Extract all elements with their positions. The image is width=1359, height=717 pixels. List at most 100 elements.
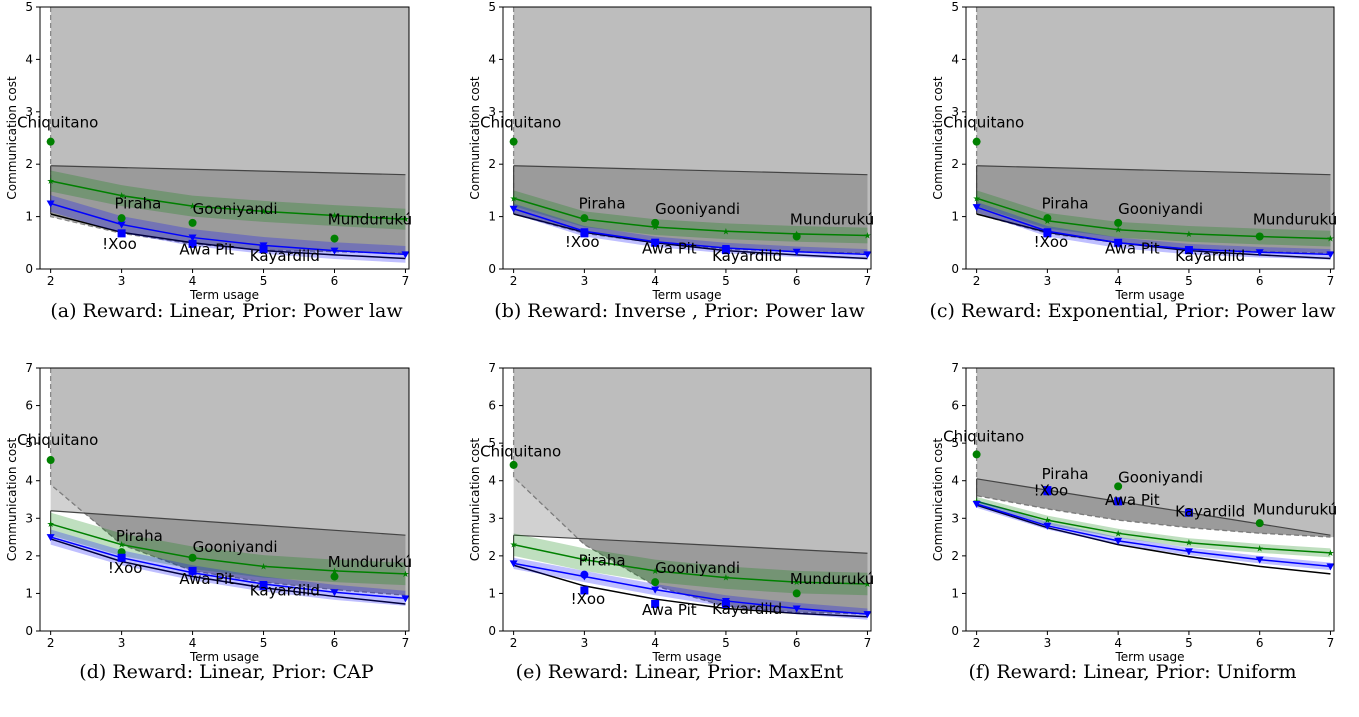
language-label: Piraha (579, 195, 626, 213)
series-blue-point (401, 595, 409, 603)
series-blue-point (863, 611, 871, 619)
caption-c: (c) Reward: Exponential, Prior: Power la… (929, 300, 1336, 322)
language-label: Piraha (116, 527, 163, 545)
upper-frontier-line (50, 510, 406, 536)
caption-b: (b) Reward: Inverse , Prior: Power law (494, 300, 865, 322)
series-blue-point (509, 205, 518, 213)
language-label: Gooniyandi (193, 200, 278, 218)
language-label: Mundurukú (790, 570, 874, 588)
optimal-frontier-line (50, 213, 406, 260)
x-axis-label: Term usage (1114, 650, 1184, 664)
series-green-band (976, 190, 1331, 247)
series-green-point: ★ (651, 223, 659, 233)
y-tick-label: 4 (488, 474, 496, 488)
series-blue-point (1255, 556, 1264, 564)
y-axis-label: Communication cost (5, 438, 19, 562)
series-blue-line (50, 202, 406, 256)
y-tick-label: 1 (25, 586, 33, 600)
series-green-point: ★ (47, 520, 55, 530)
language-label: !Xoo (565, 233, 600, 251)
y-tick-label: 5 (488, 0, 496, 14)
language-label: Gooniyandi (655, 200, 740, 218)
language-point (651, 599, 660, 608)
series-green-point: ★ (330, 212, 338, 222)
feasible-region (50, 7, 409, 254)
language-label: Mundurukú (328, 553, 412, 571)
language-point (509, 137, 518, 146)
x-tick-label: 2 (973, 274, 981, 288)
series-green-point: ★ (259, 207, 267, 217)
y-tick-label: 0 (488, 624, 496, 638)
chart-panel-c: ★★★★★★ChiquitanoPiraha!XooGooniyandiAwa … (931, 0, 1337, 302)
plot-area: ★★★★★★ (47, 368, 409, 606)
y-axis-label: Communication cost (5, 76, 19, 200)
language-point (117, 214, 126, 223)
caption-e: (e) Reward: Linear, Prior: MaxEnt (515, 661, 844, 683)
y-tick-label: 3 (488, 511, 496, 525)
language-label: Kayardild (712, 600, 782, 618)
upper-frontier-line (513, 534, 868, 554)
y-tick-label: 1 (951, 586, 959, 600)
x-tick-label: 6 (331, 274, 339, 288)
y-tick-label: 0 (951, 624, 959, 638)
y-axis-label: Communication cost (931, 438, 945, 562)
language-point (580, 214, 589, 223)
series-green-point: ★ (863, 580, 871, 590)
language-point (651, 218, 660, 227)
chart-panel-b: ★★★★★★ChiquitanoPiraha!XooGooniyandiAwa … (468, 0, 874, 302)
axes-frame (965, 367, 1335, 632)
language-point (188, 566, 197, 575)
language-point (188, 218, 197, 227)
language-point (1043, 214, 1052, 223)
series-green-line (50, 523, 406, 575)
language-point (1184, 508, 1193, 517)
y-axis-label: Communication cost (468, 438, 482, 562)
series-green-point: ★ (722, 227, 730, 237)
x-tick-label: 5 (260, 274, 268, 288)
y-tick-label: 5 (25, 0, 33, 14)
series-blue-point (863, 251, 871, 259)
x-tick-label: 4 (1114, 274, 1122, 288)
series-green-point: ★ (189, 202, 197, 212)
language-label: Awa Pit (642, 601, 697, 619)
language-label: Piraha (579, 551, 626, 569)
y-tick-label: 5 (488, 436, 496, 450)
optimal-frontier-line (50, 538, 406, 605)
series-green-line (976, 197, 1331, 240)
series-blue-point (117, 221, 126, 229)
language-label: !Xoo (108, 559, 143, 577)
y-tick-label: 4 (951, 52, 959, 66)
series-blue-band (50, 529, 406, 606)
language-point (259, 245, 268, 254)
language-label: Chiquitano (480, 114, 561, 132)
language-point (580, 586, 589, 595)
optimal-frontier-line (513, 213, 868, 260)
x-tick-label: 4 (189, 274, 197, 288)
chart-panel-e: ★ ★ ★ ★ ★ ★ Chiquitano Piraha !Xoo Gooniyandi Awa … (468, 361, 874, 664)
language-label: Gooniyandi (1118, 469, 1203, 487)
upper-frontier-line (976, 165, 1331, 176)
language-point (792, 232, 801, 241)
optimal-frontier-line (513, 564, 868, 618)
language-point (188, 239, 197, 248)
language-point (1114, 497, 1123, 506)
y-tick-label: 5 (25, 436, 33, 450)
y-tick-label: 2 (951, 157, 959, 171)
pareto-band (50, 165, 406, 254)
chart-panel-f: ★★★★★★ChiquitanoPiraha!XooGooniyandiAwa … (931, 361, 1337, 664)
y-tick-label: 3 (25, 105, 33, 119)
series-green-point: ★ (118, 192, 126, 202)
chart-panel-d: ★★★★★★ChiquitanoPiraha!XooGooniyandiAwa … (5, 361, 412, 664)
series-green-point: ★ (259, 562, 267, 572)
upper-frontier-line (513, 165, 868, 176)
language-label: Chiquitano (17, 114, 98, 132)
language-point (580, 570, 589, 579)
series-blue-point (401, 251, 409, 259)
language-label: Kayardild (250, 247, 320, 265)
feasible-region (513, 7, 871, 254)
series-blue-line (976, 206, 1331, 256)
language-point (721, 599, 730, 608)
series-blue-point (1184, 548, 1193, 556)
y-tick-label: 3 (951, 511, 959, 525)
